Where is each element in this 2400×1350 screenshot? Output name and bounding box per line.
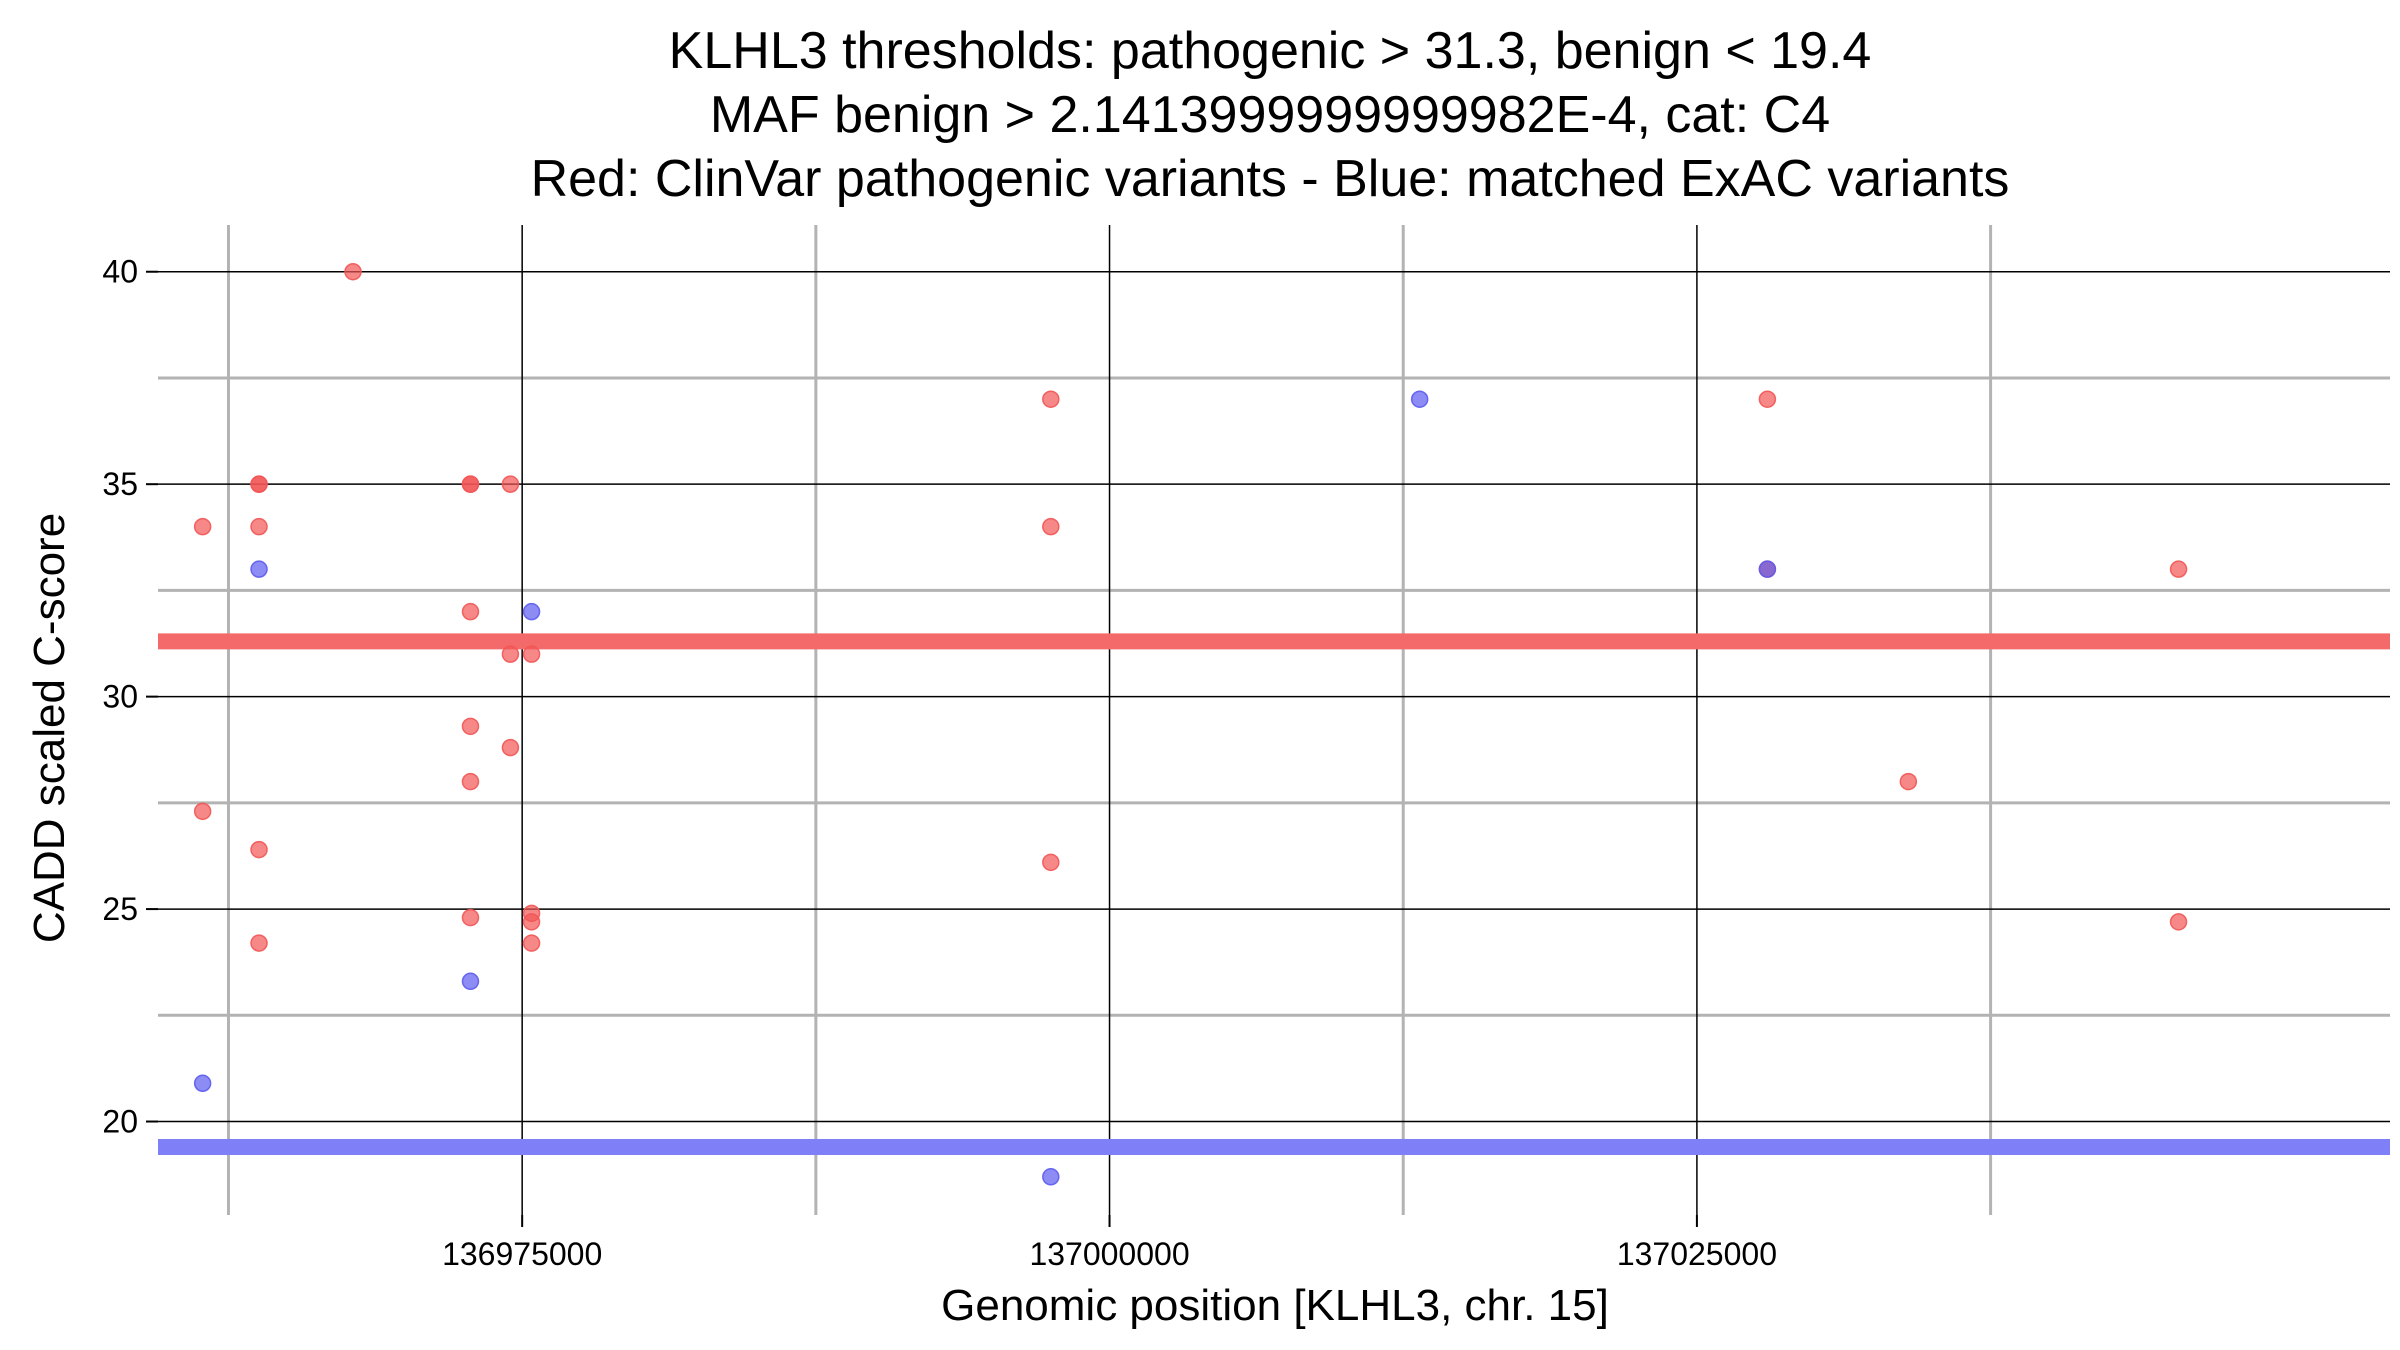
clinvar-point-23	[1042, 853, 1060, 872]
clinvar-point-19	[522, 913, 541, 931]
minor-gridlines	[158, 225, 2390, 1215]
clinvar-point-17	[522, 645, 541, 663]
major-gridlines	[158, 225, 2390, 1215]
clinvar-point-22	[1042, 517, 1060, 536]
y-tick-label-3: 35	[102, 466, 138, 502]
clinvar-point-1	[193, 517, 212, 536]
clinvar-point-10	[461, 602, 480, 621]
chart-title: KLHL3 thresholds: pathogenic > 31.3, ben…	[531, 22, 2010, 208]
clinvar-point-16	[501, 738, 520, 757]
title-line-2: MAF benign > 2.1413999999999982E-4, cat:…	[710, 86, 1830, 144]
y-tick-label-1: 25	[102, 891, 138, 927]
clinvar-point-9	[461, 475, 480, 493]
clinvar-point-14	[501, 475, 520, 493]
clinvar-point-15	[501, 645, 520, 663]
exac-point-0	[193, 1074, 212, 1093]
clinvar-point-20	[522, 934, 541, 952]
exac-point-5	[1410, 390, 1429, 408]
exac-point-2	[461, 972, 480, 991]
clinvar-point-5	[250, 517, 268, 536]
y-axis-label: CADD scaled C-score	[25, 513, 74, 943]
clinvar-point-2	[193, 802, 212, 821]
exac-point-6	[1758, 560, 1777, 578]
x-axis-label: Genomic position [KLHL3, chr. 15]	[941, 1281, 1609, 1330]
clinvar-point-24	[1758, 390, 1777, 408]
y-tick-label-2: 30	[102, 679, 138, 715]
y-axis: 20 25 30 35 40	[102, 254, 158, 1140]
exac-point-4	[1042, 1168, 1060, 1186]
clinvar-point-13	[461, 908, 480, 927]
clinvar-point-4	[250, 475, 268, 493]
exac-point-1	[250, 560, 268, 578]
x-tick-label-0: 136975000	[442, 1236, 602, 1272]
clinvar-point-26	[1899, 772, 1918, 791]
clinvar-point-0	[344, 262, 362, 281]
exac-point-3	[522, 602, 541, 621]
clinvar-point-21	[1042, 390, 1060, 408]
x-tick-label-2: 137025000	[1617, 1236, 1777, 1272]
y-tick-label-4: 40	[102, 254, 138, 290]
data-points	[193, 262, 2188, 1186]
threshold-lines	[158, 633, 2390, 1156]
y-tick-label-0: 20	[102, 1104, 138, 1140]
clinvar-point-6	[250, 840, 268, 859]
title-line-1: KLHL3 thresholds: pathogenic > 31.3, ben…	[669, 22, 1872, 80]
clinvar-point-11	[461, 717, 480, 736]
clinvar-point-7	[250, 934, 268, 952]
clinvar-point-12	[461, 772, 480, 791]
clinvar-point-28	[2169, 913, 2188, 931]
title-line-3: Red: ClinVar pathogenic variants - Blue:…	[531, 150, 2010, 208]
clinvar-point-27	[2169, 560, 2188, 578]
x-tick-label-1: 137000000	[1029, 1236, 1189, 1272]
x-axis: 136975000 137000000 137025000	[442, 1215, 1777, 1272]
